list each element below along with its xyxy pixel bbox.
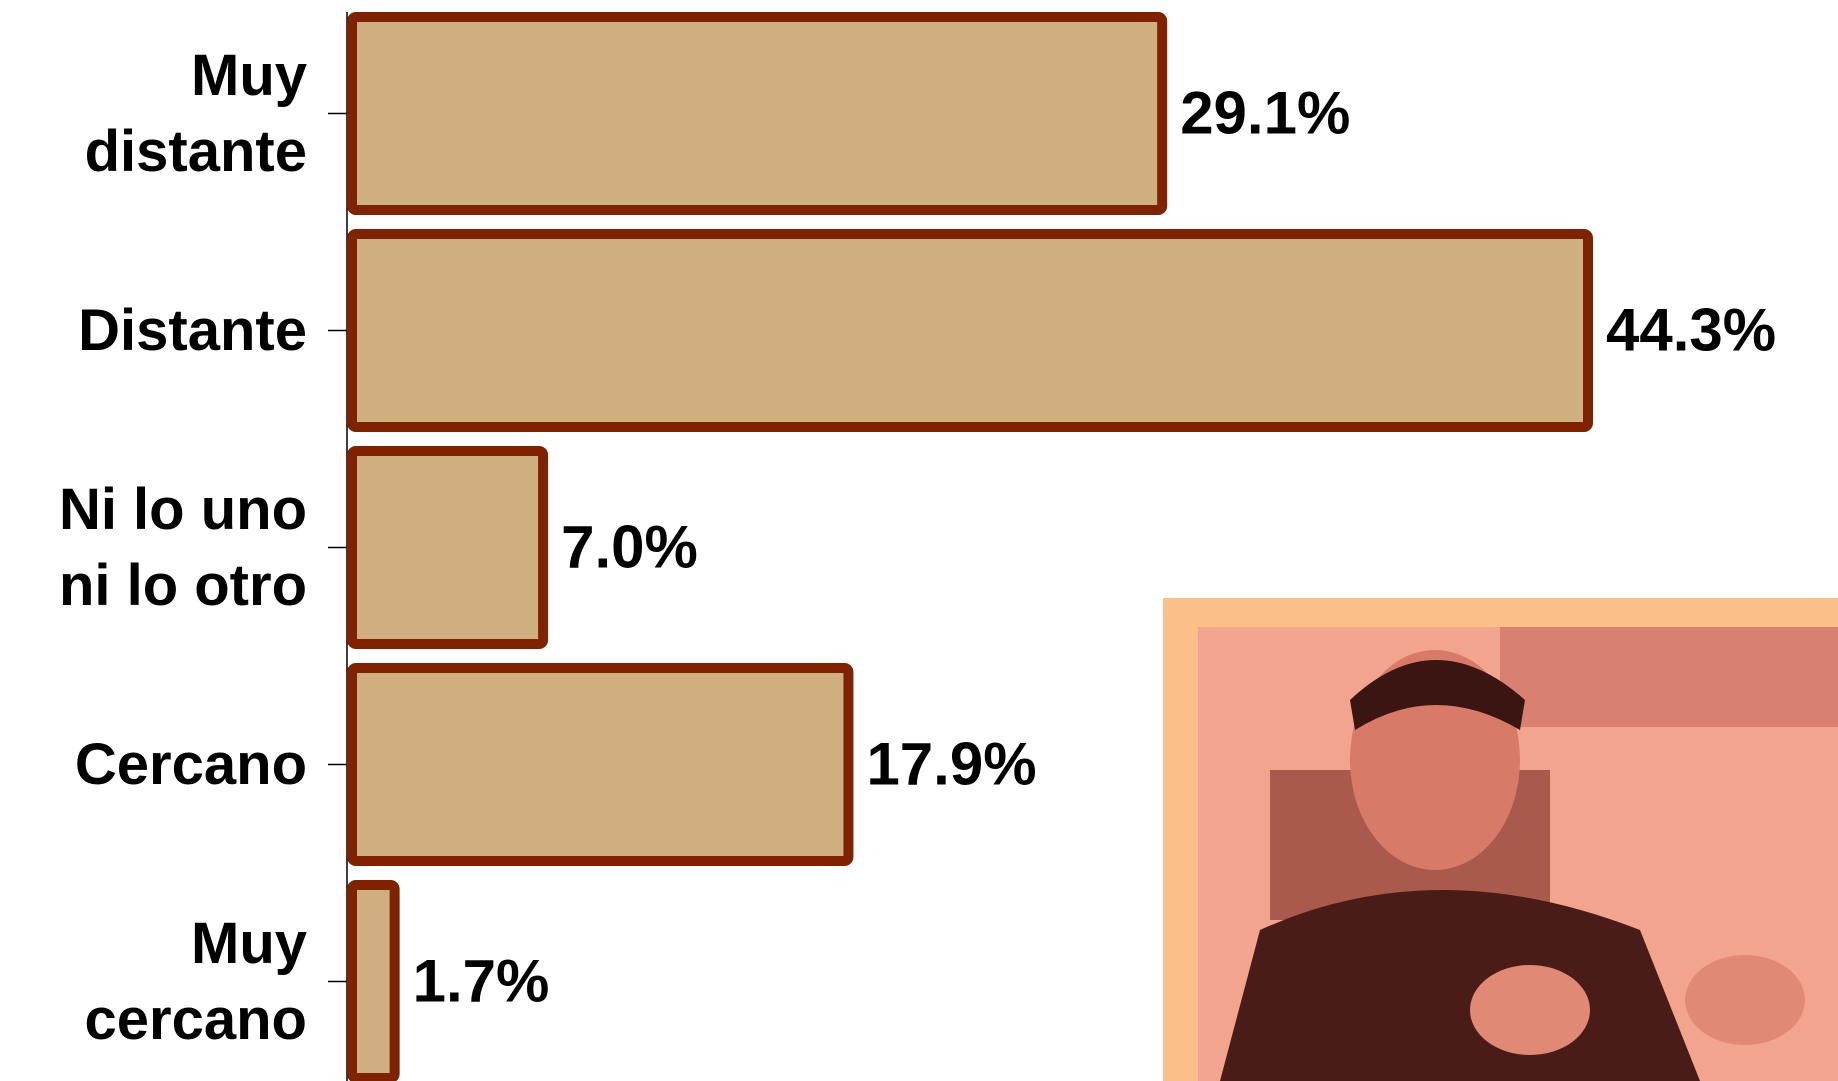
value-label: 1.7% [413,947,550,1014]
category-label: Muy distante [84,42,307,184]
photo-hand [1685,955,1805,1045]
value-label: 17.9% [866,730,1036,797]
photo-hand [1470,965,1590,1055]
photo-shelf [1500,627,1838,727]
category-label: Cercano [74,731,307,797]
bar [347,446,549,649]
category-label: Distante [78,297,307,363]
bar [347,229,1593,432]
value-label: 29.1% [1180,79,1350,146]
category-label: Muy cercano [84,910,307,1052]
value-label: 44.3% [1606,296,1776,363]
bar [347,663,854,866]
photo-hair [1350,660,1525,730]
category-label: Ni lo uno ni lo otro [58,476,307,618]
bar [347,12,1168,215]
value-label: 7.0% [561,513,698,580]
bar [347,880,400,1081]
